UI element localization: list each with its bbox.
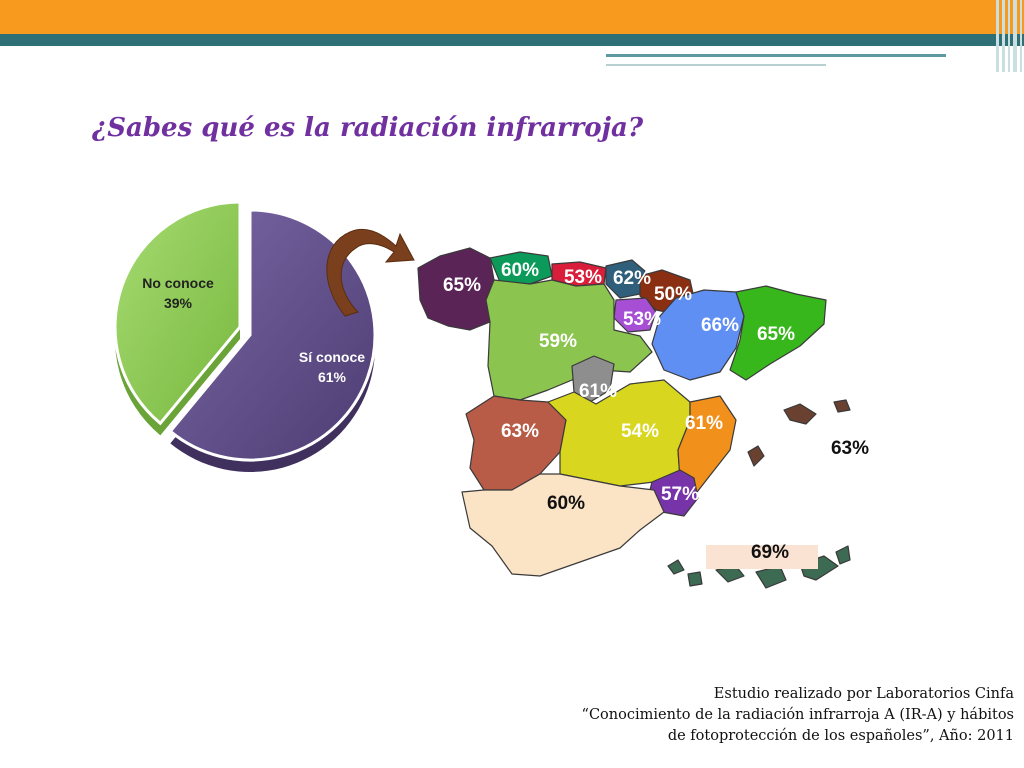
pie-chart: Sí conoce 61% No conoce 39% xyxy=(113,200,377,473)
map-region xyxy=(461,473,665,577)
map-region-label: 61% xyxy=(685,413,723,434)
map-region-label: 53% xyxy=(564,267,602,288)
map-region xyxy=(747,399,851,467)
header-teal-band xyxy=(0,34,1024,46)
pie-slice xyxy=(168,208,377,462)
map-region xyxy=(651,289,745,381)
map-region xyxy=(465,395,567,491)
map-region-label: 65% xyxy=(443,275,481,296)
map-region-label: 60% xyxy=(501,260,539,281)
header-orange-band xyxy=(0,0,1024,34)
pie-slice xyxy=(113,200,242,426)
map-region xyxy=(677,395,737,497)
source-line: Estudio realizado por Laboratorios Cinfa xyxy=(713,686,1014,702)
pie-slice-label: No conoce xyxy=(142,275,214,291)
map-region-label: 69% xyxy=(751,542,789,563)
header-stripes xyxy=(996,0,1024,72)
pie-slice-label: Sí conoce xyxy=(299,349,365,365)
map-region-label: 66% xyxy=(701,315,739,336)
source-line: de fotoprotección de los españoles”, Año… xyxy=(667,728,1014,744)
map-region-label: 65% xyxy=(757,324,795,345)
pie-slice-value: 61% xyxy=(318,369,347,385)
pie-slice-value: 39% xyxy=(164,295,193,311)
map-region-label: 63% xyxy=(501,421,539,442)
map-region-label: 53% xyxy=(623,309,661,330)
header-line xyxy=(606,64,826,66)
source-note: Estudio realizado por Laboratorios Cinfa… xyxy=(494,684,1014,747)
map-region-label: 50% xyxy=(654,284,692,305)
map-region-label: 54% xyxy=(621,421,659,442)
map-region-label: 59% xyxy=(539,331,577,352)
map-labels: 65%60% 53% 62%50%53% 66% 65%59%61%63% 54% 61%5… xyxy=(443,260,869,569)
map-region-label: 63% xyxy=(831,438,869,459)
header-line xyxy=(606,54,946,57)
spain-map xyxy=(417,247,851,589)
map-region-label: 62% xyxy=(613,268,651,289)
source-line: “Conocimiento de la radiación infrarroja… xyxy=(581,707,1014,723)
map-region xyxy=(729,285,827,381)
map-region-label: 57% xyxy=(661,484,699,505)
curved-arrow-icon xyxy=(326,228,415,317)
label-box xyxy=(706,545,818,569)
map-region-label: 61% xyxy=(579,381,617,402)
map-region-label: 60% xyxy=(547,493,585,514)
map-region xyxy=(547,379,691,487)
page-title: ¿Sabes qué es la radiación infrarroja? xyxy=(92,113,644,143)
